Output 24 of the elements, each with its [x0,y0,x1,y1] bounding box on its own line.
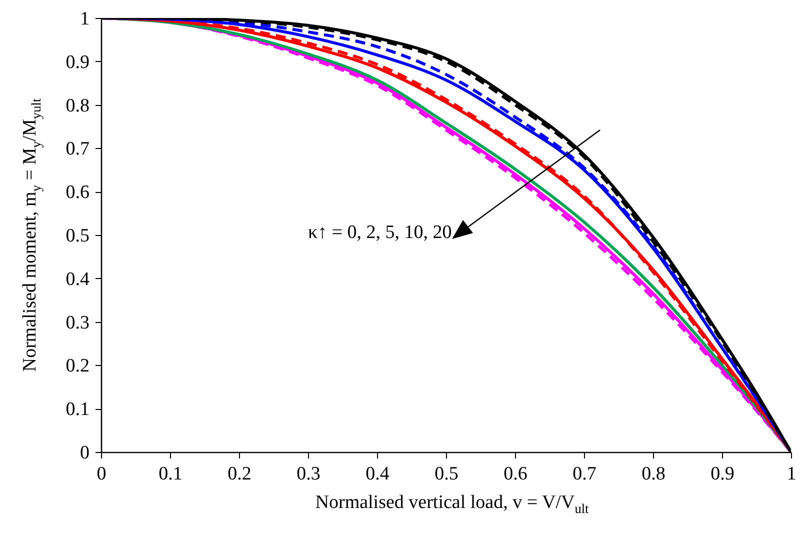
y-tick-label: 0.1 [66,399,90,420]
y-tick-label: 0.2 [66,356,90,377]
x-tick-label: 0.9 [710,464,734,484]
x-tick-label: 0.2 [228,464,252,484]
annotation: κ↑ = 0, 2, 5, 10, 20 [308,222,452,244]
y-tick-label: 0.6 [66,182,90,204]
x-axis-title: Normalised vertical load, v = V/V$_{ult}$ [314,492,590,517]
y-tick-label: 0.7 [66,138,90,160]
x-tick-label: 1 [786,464,796,484]
x-tick-label: 0.8 [642,464,666,484]
x-tick-label: 0 [96,464,106,484]
x-tick-label: 0.5 [434,464,458,484]
y-tick-label: 1 [80,8,90,30]
y-tick-label: 0.5 [66,226,90,246]
y-tick-label: 0.4 [66,268,90,290]
x-tick-label: 0.3 [296,464,320,484]
x-tick-label: 0.4 [366,464,390,484]
x-tick-label: 0.6 [504,464,528,484]
y-tick-label: 0.3 [66,312,90,334]
y-tick-label: 0.9 [66,52,90,73]
x-tick-label: 0.1 [158,464,182,484]
y-tick-label: 0.8 [66,95,90,116]
x-tick-label: 0.7 [572,464,596,484]
y-tick-label: 0 [80,442,90,464]
